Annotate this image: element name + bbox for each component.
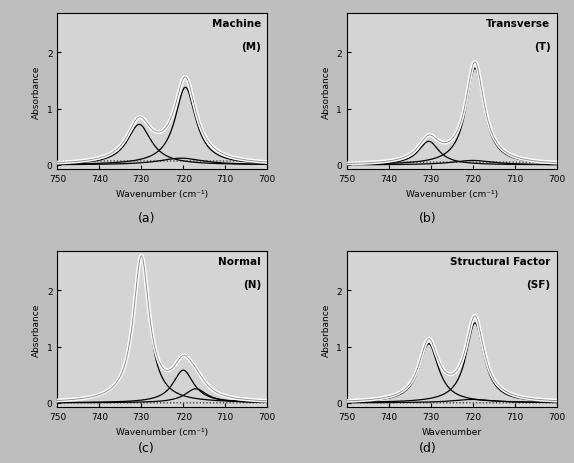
Y-axis label: Absorbance: Absorbance: [322, 65, 331, 119]
Text: Structural Factor: Structural Factor: [450, 256, 550, 266]
X-axis label: Wavenumber: Wavenumber: [422, 427, 482, 436]
Text: Transverse: Transverse: [486, 19, 550, 29]
X-axis label: Wavenumber (cm⁻¹): Wavenumber (cm⁻¹): [406, 189, 498, 199]
Text: Normal: Normal: [218, 256, 261, 266]
X-axis label: Wavenumber (cm⁻¹): Wavenumber (cm⁻¹): [117, 189, 208, 199]
Text: (T): (T): [534, 42, 550, 52]
Text: (c): (c): [138, 441, 155, 454]
Text: (M): (M): [241, 42, 261, 52]
Text: Machine: Machine: [212, 19, 261, 29]
Text: (d): (d): [419, 441, 436, 454]
Y-axis label: Absorbance: Absorbance: [32, 65, 41, 119]
Text: (a): (a): [138, 212, 155, 225]
X-axis label: Wavenumber (cm⁻¹): Wavenumber (cm⁻¹): [117, 427, 208, 436]
Text: (N): (N): [243, 279, 261, 289]
Text: (SF): (SF): [526, 279, 550, 289]
Y-axis label: Absorbance: Absorbance: [32, 303, 41, 356]
Y-axis label: Absorbance: Absorbance: [322, 303, 331, 356]
Text: (b): (b): [419, 212, 436, 225]
